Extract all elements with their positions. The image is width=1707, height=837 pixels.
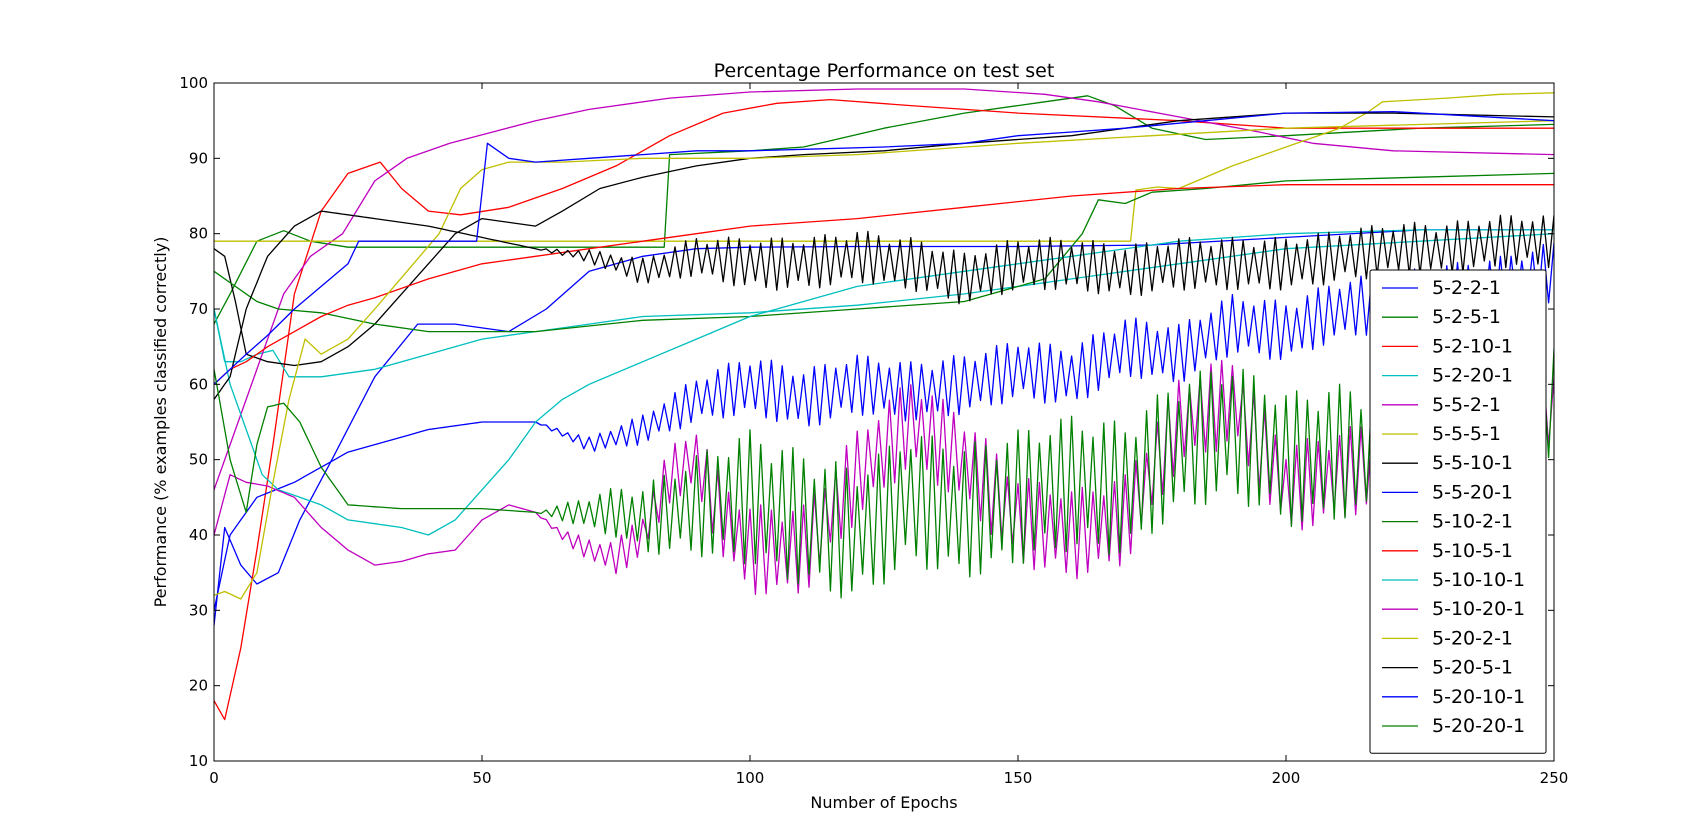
series-line-5-20-10-1 <box>214 110 1554 385</box>
series-line-5-20-5-1 <box>214 210 1554 400</box>
y-tick-label: 10 <box>189 752 208 770</box>
legend-entry-5-20-5-1: 5-20-5-1 <box>1432 657 1513 679</box>
legend-entry-5-20-10-1: 5-20-10-1 <box>1432 686 1525 708</box>
series-line-5-20-2-1 <box>214 120 1554 600</box>
x-axis: 0 50 100 150 200 250 <box>209 83 1568 787</box>
legend-entry-5-5-2-1: 5-5-2-1 <box>1432 394 1501 416</box>
legend-entry-5-2-5-1: 5-2-5-1 <box>1432 306 1501 328</box>
legend-entry-5-5-20-1: 5-5-20-1 <box>1432 481 1513 503</box>
y-tick-label: 70 <box>189 300 208 318</box>
series-line-5-2-10-1 <box>214 98 1554 721</box>
legend-entry-5-20-20-1: 5-20-20-1 <box>1432 715 1525 737</box>
y-tick-label: 90 <box>189 149 208 167</box>
series-layer <box>214 88 1554 721</box>
y-tick-label: 50 <box>189 451 208 469</box>
legend-box <box>1369 269 1547 754</box>
y-tick-label: 100 <box>179 74 208 92</box>
legend-entry-5-10-10-1: 5-10-10-1 <box>1432 569 1525 591</box>
y-tick-label: 30 <box>189 601 208 619</box>
series-line-5-10-5-1 <box>214 184 1554 385</box>
y-axis: 10 20 30 40 50 60 70 80 90 100 <box>179 74 1554 770</box>
legend-entry-5-2-10-1: 5-2-10-1 <box>1432 335 1513 357</box>
series-line-5-5-20-1 <box>214 242 1554 611</box>
legend-entry-5-5-10-1: 5-5-10-1 <box>1432 452 1513 474</box>
x-tick-label: 250 <box>1540 769 1569 787</box>
legend-entry-5-2-20-1: 5-2-20-1 <box>1432 365 1513 387</box>
legend-entry-5-10-2-1: 5-10-2-1 <box>1432 511 1513 533</box>
y-tick-label: 80 <box>189 225 208 243</box>
legend: 5-2-2-1 5-2-5-1 5-2-10-1 5-2-20-1 5-5-2-1 5-5… <box>1369 269 1547 754</box>
x-tick-label: 150 <box>1004 769 1033 787</box>
legend-entry-5-5-5-1: 5-5-5-1 <box>1432 423 1501 445</box>
x-tick-label: 100 <box>736 769 765 787</box>
chart-title: Percentage Performance on test set <box>714 60 1055 82</box>
series-line-5-10-20-1 <box>214 359 1554 595</box>
y-axis-label: Performance (% examples classified corre… <box>151 237 170 608</box>
plot-frame <box>213 82 1555 762</box>
series-line-5-2-2-1 <box>214 229 1554 626</box>
series-line-5-10-10-1 <box>214 229 1554 536</box>
y-tick-label: 40 <box>189 526 208 544</box>
x-tick-label: 200 <box>1272 769 1301 787</box>
y-tick-label: 20 <box>189 677 208 695</box>
legend-entry-5-2-2-1: 5-2-2-1 <box>1432 277 1501 299</box>
legend-entry-5-20-2-1: 5-20-2-1 <box>1432 627 1513 649</box>
legend-entry-5-10-20-1: 5-10-20-1 <box>1432 598 1525 620</box>
x-axis-label: Number of Epochs <box>810 793 957 812</box>
series-line-5-5-10-1 <box>214 112 1554 367</box>
x-tick-label: 50 <box>472 769 491 787</box>
legend-entry-5-10-5-1: 5-10-5-1 <box>1432 540 1513 562</box>
y-tick-label: 60 <box>189 375 208 393</box>
series-line-5-20-20-1 <box>214 347 1554 599</box>
x-tick-label: 0 <box>209 769 219 787</box>
